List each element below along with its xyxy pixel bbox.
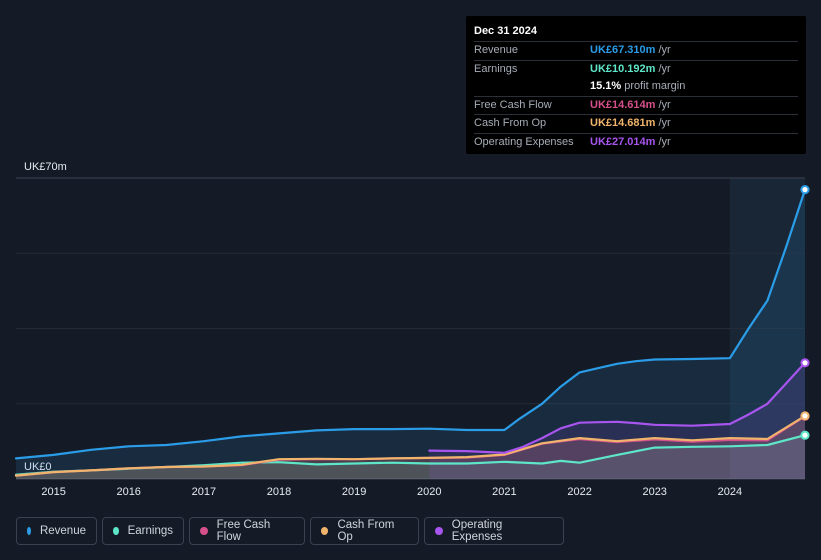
cash-from-op-area [16,415,805,479]
y-axis-max-label: UK£70m [24,161,67,173]
revenue-area [16,189,805,479]
x-tick-label: 2017 [192,486,216,498]
y-axis-min-label: UK£0 [24,461,52,473]
free-cash-flow-dot-icon [200,527,208,535]
legend-label: Free Cash Flow [216,519,271,543]
tooltip-value: UK£10.192m [590,62,656,75]
free-cash-flow-area [16,416,805,479]
legend-revenue[interactable]: Revenue [16,517,97,545]
tooltip-value: UK£14.614m [590,98,656,111]
tooltip-panel: Dec 31 2024 Revenue UK£67.310m /yr Earni… [466,16,806,154]
legend-label: Revenue [39,525,86,537]
legend-label: Operating Expenses [451,519,503,543]
tooltip-label [474,78,590,96]
tooltip-value: UK£14.681m [590,117,656,129]
x-tick-label: 2021 [492,486,516,498]
x-tick-label: 2018 [267,486,291,498]
tooltip-value: 15.1% [590,80,622,92]
x-tick-label: 2016 [116,486,140,498]
gridlines [16,177,805,480]
earnings-dot-icon [113,527,119,535]
x-tick-label: 2015 [41,486,65,498]
tooltip-date: Dec 31 2024 [474,25,537,37]
x-tick-label: 2024 [718,486,742,498]
tooltip-label: Free Cash Flow [474,98,552,111]
x-tick-label: 2019 [342,486,366,498]
cash-from-op-endpoint [800,411,810,421]
operating-expenses-dot-icon [435,527,443,535]
tooltip-value: UK£27.014m [590,135,656,148]
x-tick-label: 2020 [417,486,441,498]
tooltip-unit: /yr [658,62,671,75]
operating-expenses-line [428,361,807,454]
tooltip-row-earnings: Earnings UK£10.192m /yr [474,59,798,79]
legend-cash-from-op[interactable]: Cash From Op [310,517,419,545]
legend-earnings[interactable]: Earnings [102,517,184,545]
tooltip-row-revenue: Revenue UK£67.310m /yr [474,41,798,60]
series-lines [14,188,807,477]
tooltip-row-profit-margin: 15.1% profit margin [474,78,798,96]
tooltip-unit: /yr [658,44,671,56]
legend-free-cash-flow[interactable]: Free Cash Flow [189,517,305,545]
x-tick-label: 2023 [642,486,666,498]
operating-expenses-endpoint [800,358,810,368]
earnings-endpoint [800,430,810,440]
tooltip-unit: /yr [658,117,671,129]
legend-operating-expenses[interactable]: Operating Expenses [424,517,564,545]
tooltip-unit: profit margin [624,80,686,92]
tooltip-row-operating-expenses: Operating Expenses UK£27.014m /yr [474,132,798,152]
tooltip-label: Revenue [474,44,519,56]
tooltip-label: Cash From Op [474,117,547,129]
revenue-endpoint [800,185,810,195]
cash-from-op-dot-icon [321,527,329,535]
revenue-dot-icon [27,527,31,535]
tooltip-unit: /yr [658,135,671,148]
x-tick-label: 2022 [567,486,591,498]
cash-from-op-line [14,414,807,477]
tooltip-row-cash-from-op: Cash From Op UK£14.681m /yr [474,114,798,133]
tooltip-unit: /yr [658,98,671,111]
series-areas [16,189,805,479]
tooltip-value: UK£67.310m [590,44,656,56]
series-endpoints [800,185,810,440]
tooltip-row-free-cash-flow: Free Cash Flow UK£14.614m /yr [474,95,798,115]
x-axis-ticks: 2015 2016 2017 2018 2019 2020 2021 2022 2023 2024 [41,486,742,498]
earnings-area [16,435,805,479]
legend-label: Earnings [127,525,173,537]
tooltip-label: Operating Expenses [474,135,574,148]
tooltip-label: Earnings [474,62,518,75]
legend-label: Cash From Op [337,519,395,543]
revenue-line [14,188,807,460]
